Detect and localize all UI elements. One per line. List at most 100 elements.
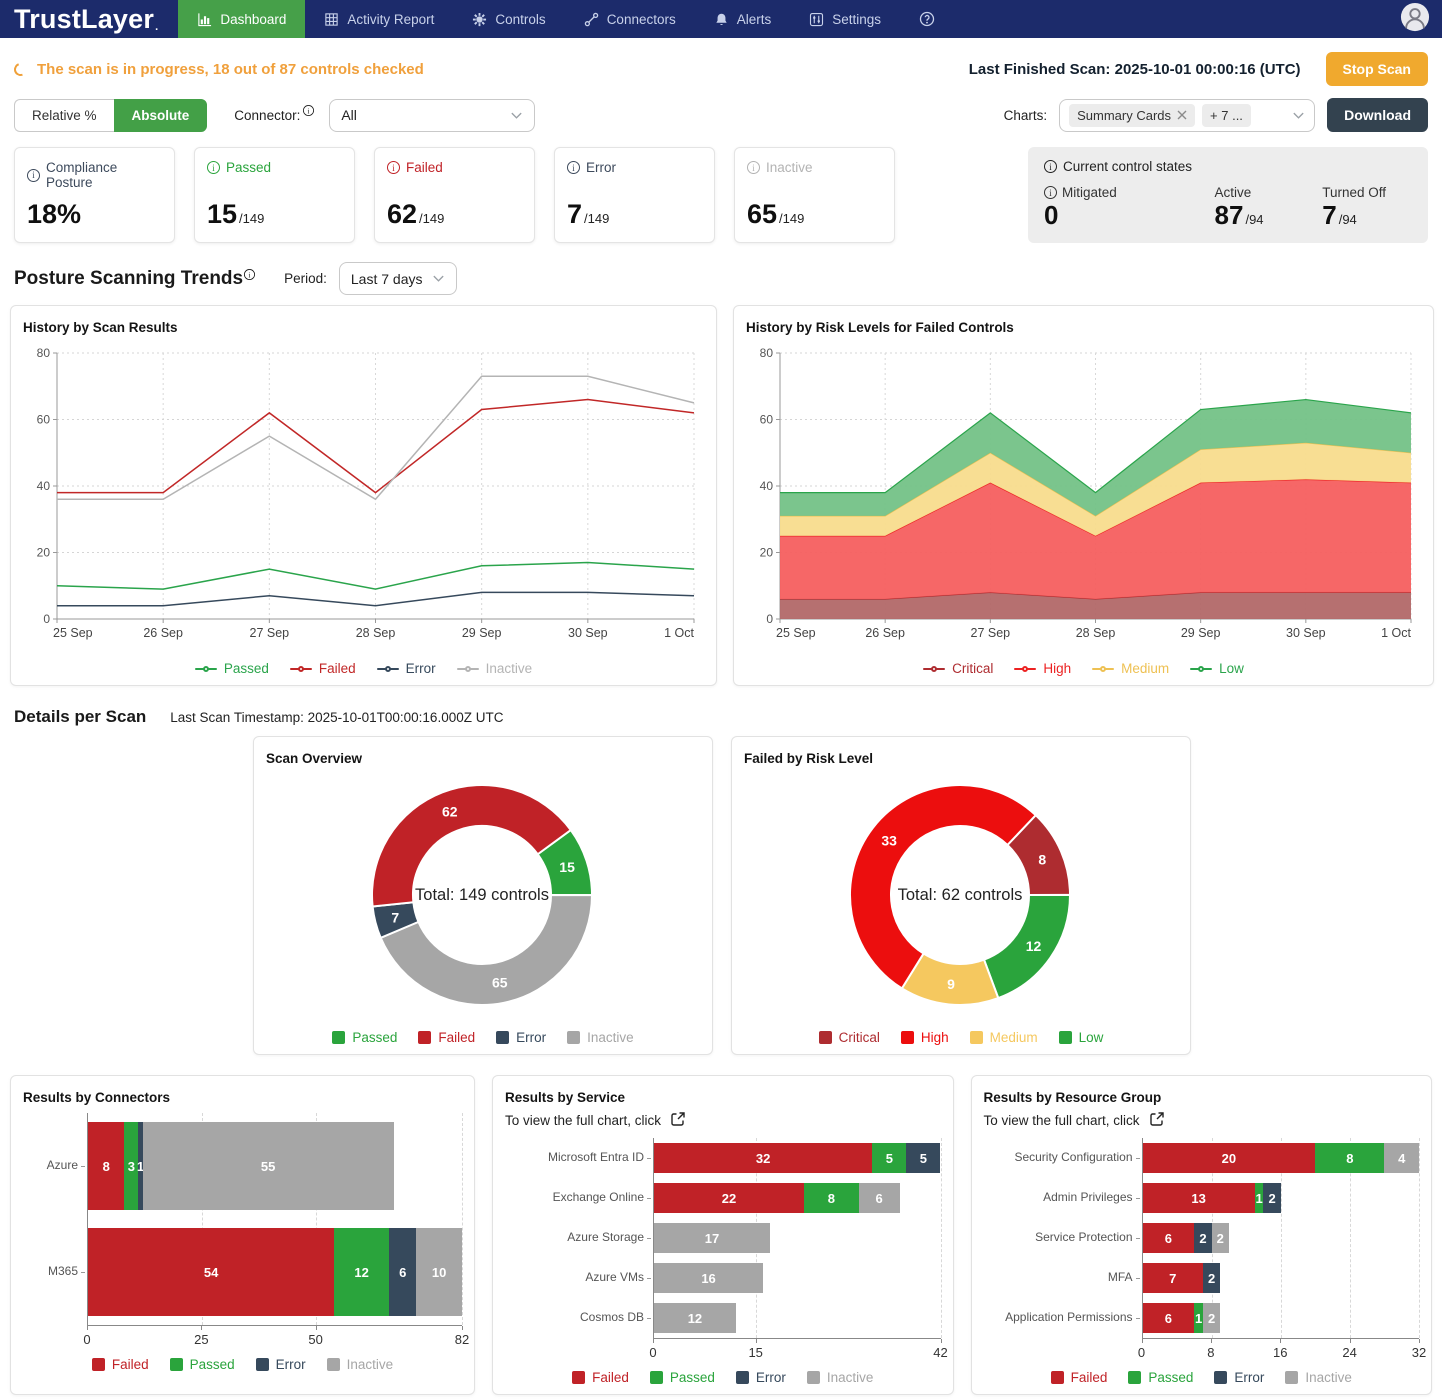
- legend-item-inactive[interactable]: Inactive: [326, 1357, 393, 1372]
- legend-item-inactive[interactable]: Inactive: [567, 1030, 634, 1045]
- gridline: [1280, 1138, 1282, 1338]
- full-chart-hint: To view the full chart, click: [505, 1113, 662, 1128]
- table-row: 8 3 1 55: [88, 1113, 462, 1219]
- segment-error: 1: [137, 1122, 144, 1210]
- external-link-icon[interactable]: [670, 1111, 686, 1130]
- chart-title: Results by Connectors: [23, 1090, 171, 1105]
- chevron-down-icon: [432, 272, 445, 285]
- category-label: Service Protection: [984, 1218, 1142, 1258]
- legend-item-failed[interactable]: Failed: [91, 1357, 149, 1372]
- history-risk-levels-chart: 0 20 40 60 80 25 Sep 26 Sep 27 Sep 28 Sep 29 Sep 3…: [760, 346, 1412, 640]
- segment-passed: 12: [334, 1228, 389, 1316]
- svg-text:12: 12: [1026, 938, 1042, 954]
- connector-select[interactable]: All: [329, 98, 536, 132]
- period-select-value: Last 7 days: [350, 270, 423, 287]
- legend-item-inactive[interactable]: Inactive: [456, 661, 532, 676]
- legend-item-error[interactable]: Error: [1214, 1370, 1264, 1385]
- table-row: 32 5 5: [654, 1138, 941, 1178]
- legend-item-high[interactable]: High: [1014, 661, 1071, 676]
- legend-item-critical[interactable]: Critical: [923, 661, 993, 676]
- info-icon[interactable]: [1044, 186, 1057, 199]
- nav-item-settings[interactable]: Settings: [790, 0, 900, 38]
- svg-text:80: 80: [760, 346, 774, 360]
- control-state-value: 0: [1044, 200, 1059, 230]
- series-error: [57, 591, 695, 607]
- info-icon[interactable]: [1044, 160, 1057, 173]
- chart-title: History by Scan Results: [23, 320, 178, 335]
- user-avatar[interactable]: [1400, 2, 1430, 37]
- download-button[interactable]: Download: [1327, 98, 1428, 132]
- band-medium: [780, 442, 1411, 536]
- category-label: Application Permissions: [984, 1298, 1142, 1338]
- scan-banner-row: The scan is in progress, 18 out of 87 co…: [0, 38, 1442, 94]
- legend-item-medium[interactable]: Medium: [1092, 661, 1169, 676]
- nav-item-alerts[interactable]: Alerts: [695, 0, 791, 38]
- filter-row: Relative % Absolute Connector: All Chart…: [0, 94, 1442, 132]
- info-icon[interactable]: [567, 161, 580, 174]
- legend-item-failed[interactable]: Failed: [289, 661, 356, 676]
- legend-item-failed[interactable]: Failed: [418, 1030, 475, 1045]
- nav-item-connectors[interactable]: Connectors: [565, 0, 695, 38]
- info-icon[interactable]: [207, 161, 220, 174]
- legend-item-passed[interactable]: Passed: [649, 1370, 715, 1385]
- slice-failed: [371, 784, 573, 908]
- details-heading-row: Details per Scan Last Scan Timestamp: 20…: [14, 707, 1428, 727]
- legend-item-inactive[interactable]: Inactive: [1285, 1370, 1352, 1385]
- legend-item-failed[interactable]: Failed: [572, 1370, 629, 1385]
- info-icon[interactable]: [387, 161, 400, 174]
- segment-failed: 6: [1142, 1303, 1195, 1333]
- legend-item-failed[interactable]: Failed: [1050, 1370, 1107, 1385]
- category-labels: Microsoft Entra ID Exchange Online Azure S…: [505, 1138, 653, 1363]
- remove-tag-icon[interactable]: [1177, 110, 1187, 120]
- legend-item-passed[interactable]: Passed: [1128, 1370, 1193, 1385]
- legend-item-error[interactable]: Error: [255, 1357, 306, 1372]
- legend-item-high[interactable]: High: [900, 1030, 949, 1045]
- info-icon[interactable]: [27, 168, 40, 182]
- nav-item-controls[interactable]: Controls: [453, 0, 564, 38]
- legend-item-inactive[interactable]: Inactive: [806, 1370, 873, 1385]
- info-icon[interactable]: [303, 104, 315, 116]
- gridline: [202, 1113, 204, 1325]
- legend-item-passed[interactable]: Passed: [169, 1357, 235, 1372]
- control-state-turned-off: Turned Off 7/94: [1322, 185, 1412, 231]
- chevron-down-icon: [510, 109, 523, 122]
- failed-by-risk-donut: 8 12 9 33 Total: 62 controls: [849, 784, 1072, 1006]
- gridline: [316, 1113, 318, 1325]
- period-select[interactable]: Last 7 days: [338, 262, 457, 295]
- stop-scan-button[interactable]: Stop Scan: [1325, 52, 1428, 86]
- svg-text:80: 80: [37, 346, 51, 360]
- nav-item-help[interactable]: [900, 0, 954, 38]
- legend-item-critical[interactable]: Critical: [818, 1030, 880, 1045]
- relative-percent-button[interactable]: Relative %: [14, 98, 114, 132]
- legend-item-low[interactable]: Low: [1058, 1030, 1103, 1045]
- svg-text:1 Oct: 1 Oct: [1381, 626, 1411, 640]
- legend-item-passed[interactable]: Passed: [332, 1030, 397, 1045]
- nav-item-activity-report[interactable]: Activity Report: [305, 0, 453, 38]
- gridline: [940, 1138, 942, 1338]
- legend-item-low[interactable]: Low: [1190, 661, 1244, 676]
- charts-multiselect[interactable]: Summary Cards + 7 ...: [1059, 98, 1316, 132]
- control-state-value: 87/94: [1214, 200, 1264, 230]
- bar-exchange-online: 22 8 6: [654, 1183, 941, 1213]
- svg-text:25 Sep: 25 Sep: [53, 626, 93, 640]
- info-icon[interactable]: [244, 268, 256, 281]
- segment-error: 5: [906, 1143, 941, 1173]
- results-by-service-card: Results by Service To view the full char…: [492, 1075, 954, 1395]
- nav-menu: Dashboard Activity Report Controls Connecto…: [178, 0, 954, 38]
- legend-item-error[interactable]: Error: [376, 661, 436, 676]
- svg-text:28 Sep: 28 Sep: [356, 626, 396, 640]
- external-link-icon[interactable]: [1149, 1111, 1165, 1130]
- control-state-label: Mitigated: [1044, 185, 1215, 200]
- info-icon[interactable]: [747, 161, 760, 174]
- svg-text:29 Sep: 29 Sep: [1181, 626, 1221, 640]
- legend-item-medium[interactable]: Medium: [969, 1030, 1038, 1045]
- legend-item-error[interactable]: Error: [496, 1030, 546, 1045]
- segment-inactive: 55: [142, 1122, 394, 1210]
- absolute-button[interactable]: Absolute: [113, 98, 208, 132]
- nav-item-dashboard[interactable]: Dashboard: [178, 0, 306, 38]
- legend-item-passed[interactable]: Passed: [194, 661, 269, 676]
- legend-item-error[interactable]: Error: [735, 1370, 786, 1385]
